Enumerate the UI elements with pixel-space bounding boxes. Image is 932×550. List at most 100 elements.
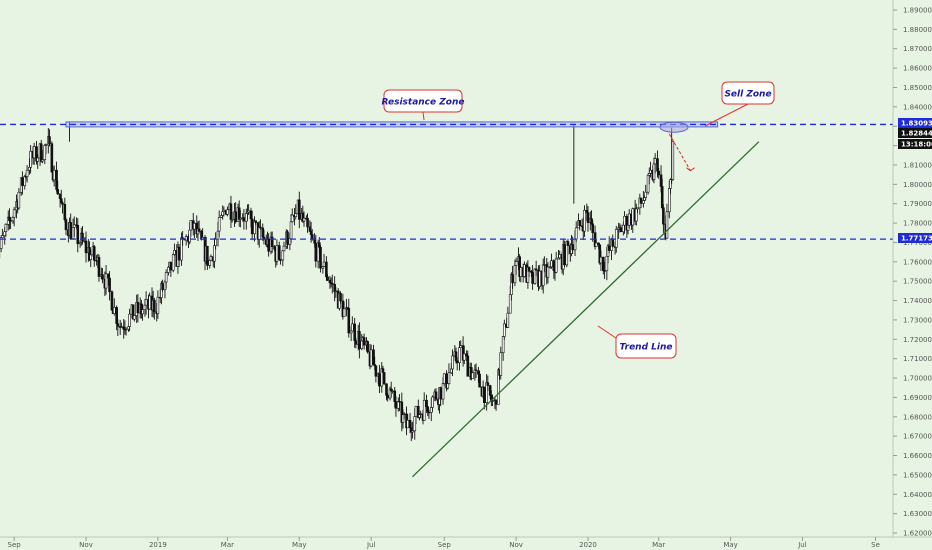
candle-body-up bbox=[636, 207, 639, 210]
candle-body-up bbox=[513, 265, 517, 284]
candle-body-down bbox=[197, 228, 201, 232]
candle-body-up bbox=[574, 227, 578, 240]
candle bbox=[1, 228, 4, 239]
y-tick-label: 1.88000 bbox=[903, 26, 932, 34]
candle bbox=[511, 265, 514, 289]
candle bbox=[36, 154, 40, 169]
candle-body-up bbox=[573, 238, 577, 251]
candle-body-down bbox=[237, 207, 241, 220]
candle bbox=[120, 322, 123, 329]
candle-body-up bbox=[171, 254, 175, 271]
candle bbox=[550, 253, 553, 269]
candle-body-down bbox=[309, 231, 313, 235]
candle bbox=[351, 316, 354, 332]
overlay-layer bbox=[0, 121, 893, 478]
plot-area[interactable] bbox=[0, 0, 893, 537]
x-tick-label: Nov bbox=[79, 541, 93, 549]
candle-body-up bbox=[446, 383, 450, 389]
candle-body-down bbox=[639, 197, 643, 204]
price-badge-bg bbox=[898, 118, 932, 128]
candle-body-up bbox=[230, 219, 234, 221]
candle-body-down bbox=[328, 279, 332, 284]
candle-body-up bbox=[462, 353, 466, 361]
y-tick-label: 1.84000 bbox=[903, 103, 932, 111]
candle bbox=[297, 191, 301, 229]
candle-body-up bbox=[499, 352, 503, 376]
candle-body-up bbox=[239, 218, 242, 220]
candle-body-up bbox=[649, 169, 652, 174]
candle-body-up bbox=[471, 372, 474, 379]
candle-body-down bbox=[242, 217, 246, 222]
candle bbox=[294, 204, 298, 220]
candle-body-up bbox=[653, 158, 657, 165]
y-tick-label: 1.69000 bbox=[903, 394, 932, 402]
candle bbox=[184, 234, 188, 246]
candle-body-down bbox=[488, 385, 492, 396]
candle-body-down bbox=[115, 307, 118, 324]
candle-body-up bbox=[599, 256, 603, 264]
price-badge-bg bbox=[898, 139, 932, 149]
y-tick-label: 1.73000 bbox=[903, 316, 932, 324]
candle bbox=[4, 223, 8, 237]
candle bbox=[12, 206, 16, 227]
candle bbox=[144, 291, 148, 315]
resistance-zone-callout: Resistance Zone bbox=[382, 89, 464, 121]
candle bbox=[627, 209, 631, 229]
candle-body-up bbox=[413, 416, 417, 432]
x-tick-label: May bbox=[723, 541, 737, 549]
y-tick-label: 1.87000 bbox=[903, 45, 932, 53]
candle-body-down bbox=[101, 274, 104, 280]
candle-body-up bbox=[244, 213, 248, 222]
candle bbox=[533, 268, 537, 285]
candle-body-down bbox=[408, 419, 412, 429]
price-badge-label: 1.77173 bbox=[901, 235, 932, 243]
candle-body-up bbox=[213, 245, 216, 262]
time-axis[interactable]: Sep Nov 2019 Mar May Jul Sep Nov 2020 Mar May Jul Se bbox=[0, 536, 932, 549]
candle-body-up bbox=[29, 150, 32, 168]
candle bbox=[306, 213, 309, 233]
candle bbox=[242, 209, 246, 230]
candle bbox=[462, 345, 466, 365]
candle bbox=[358, 322, 361, 359]
candle-body-up bbox=[627, 213, 631, 226]
candle-body-up bbox=[623, 216, 626, 226]
candle-body-down bbox=[531, 272, 534, 284]
candle bbox=[259, 219, 262, 230]
candle bbox=[354, 337, 358, 349]
candle-body-up bbox=[538, 270, 541, 287]
candle-body-up bbox=[41, 159, 44, 162]
candle-body-up bbox=[52, 169, 56, 181]
candle bbox=[197, 220, 201, 234]
candle-body-down bbox=[270, 236, 274, 247]
candle bbox=[486, 375, 490, 391]
candle bbox=[466, 350, 470, 377]
sell-zone-callout-box bbox=[721, 81, 775, 105]
candle bbox=[217, 210, 221, 237]
candle-body-up bbox=[554, 258, 558, 273]
candle bbox=[603, 261, 606, 279]
candle-body-down bbox=[466, 355, 470, 377]
candle-body-down bbox=[425, 399, 428, 408]
candle-body-down bbox=[656, 158, 659, 172]
candle bbox=[386, 393, 389, 402]
candle-body-down bbox=[56, 189, 60, 195]
candle bbox=[378, 364, 381, 394]
candle-body-up bbox=[322, 261, 326, 267]
candle-body-down bbox=[374, 365, 378, 377]
candle-body-down bbox=[61, 202, 64, 205]
candle bbox=[374, 365, 378, 383]
candle bbox=[366, 340, 369, 354]
candle-body-up bbox=[546, 266, 550, 278]
price-axis[interactable]: 1.89000 1.88000 1.87000 1.86000 1.85000 1.840… bbox=[892, 0, 932, 538]
candle bbox=[646, 173, 650, 195]
candle bbox=[644, 184, 648, 201]
candle bbox=[222, 206, 226, 217]
candle bbox=[447, 363, 451, 386]
candle-body-up bbox=[247, 210, 250, 213]
candle bbox=[290, 208, 294, 223]
candle-body-down bbox=[578, 220, 582, 227]
candle-body-down bbox=[250, 218, 254, 235]
candle bbox=[110, 290, 114, 311]
